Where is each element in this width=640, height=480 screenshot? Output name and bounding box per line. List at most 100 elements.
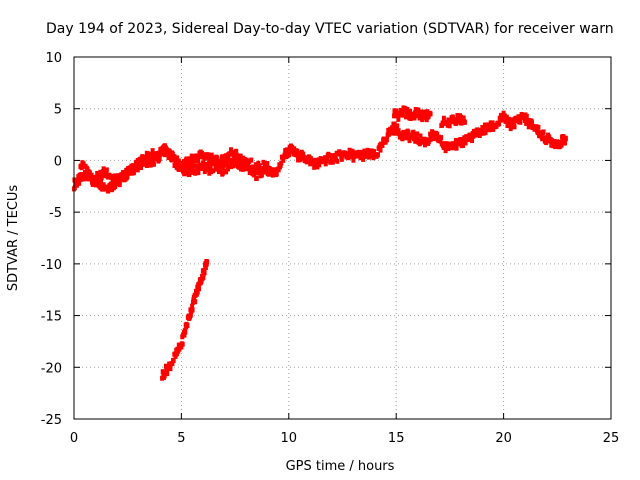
data-point bbox=[335, 158, 340, 164]
data-point bbox=[224, 169, 229, 175]
data-point bbox=[503, 118, 508, 124]
data-point bbox=[511, 120, 516, 126]
data-point bbox=[234, 148, 239, 154]
data-point bbox=[99, 175, 104, 181]
data-point bbox=[120, 176, 125, 182]
data-point bbox=[216, 161, 221, 167]
data-point bbox=[102, 173, 107, 179]
x-tick-label: 10 bbox=[281, 431, 298, 446]
data-point bbox=[461, 115, 466, 121]
data-point bbox=[255, 166, 260, 172]
data-point bbox=[196, 158, 201, 164]
data-point bbox=[86, 169, 91, 175]
data-point bbox=[151, 156, 156, 162]
data-point bbox=[479, 130, 484, 136]
data-point bbox=[438, 138, 443, 144]
data-point bbox=[287, 152, 292, 158]
y-tick-label: 10 bbox=[45, 51, 62, 66]
data-point bbox=[361, 156, 366, 162]
data-point bbox=[327, 152, 332, 158]
data-point bbox=[164, 146, 169, 152]
data-point bbox=[415, 112, 420, 118]
data-point bbox=[394, 109, 399, 115]
data-point bbox=[420, 117, 425, 123]
data-point bbox=[330, 159, 335, 165]
data-point bbox=[205, 259, 210, 265]
data-point bbox=[286, 149, 291, 155]
data-point bbox=[262, 165, 267, 171]
data-point bbox=[400, 112, 405, 118]
data-point bbox=[536, 124, 541, 130]
series bbox=[160, 259, 210, 381]
data-point bbox=[259, 172, 264, 178]
data-point bbox=[190, 307, 195, 313]
data-point bbox=[305, 159, 310, 165]
data-point bbox=[193, 299, 198, 305]
y-axis-label: SDTVAR / TECUs bbox=[6, 185, 21, 292]
data-point bbox=[299, 155, 304, 161]
data-point bbox=[135, 167, 140, 173]
data-point bbox=[113, 184, 118, 190]
data-point bbox=[424, 117, 429, 123]
data-point bbox=[188, 157, 193, 163]
data-point bbox=[184, 164, 189, 170]
data-point bbox=[372, 149, 377, 155]
data-point bbox=[350, 149, 355, 155]
data-point bbox=[361, 152, 366, 158]
data-point bbox=[99, 178, 104, 184]
data-point bbox=[559, 142, 564, 148]
data-point bbox=[197, 286, 202, 292]
y-tick-label: -25 bbox=[41, 413, 62, 428]
data-point bbox=[213, 160, 218, 166]
data-point bbox=[190, 161, 195, 167]
x-tick-label: 20 bbox=[495, 431, 512, 446]
data-point bbox=[312, 164, 317, 170]
data-point bbox=[418, 133, 423, 139]
series bbox=[439, 113, 467, 129]
data-point bbox=[563, 140, 568, 146]
data-point bbox=[378, 147, 383, 153]
y-tick-label: 0 bbox=[54, 154, 62, 169]
data-point bbox=[185, 322, 190, 328]
data-point bbox=[133, 160, 138, 166]
data-point bbox=[208, 165, 213, 171]
data-point bbox=[392, 126, 397, 132]
data-point bbox=[139, 164, 144, 170]
data-point bbox=[211, 168, 216, 174]
data-point bbox=[129, 170, 134, 176]
data-point bbox=[544, 140, 549, 146]
data-point bbox=[396, 116, 401, 122]
data-point bbox=[203, 264, 208, 270]
data-point bbox=[89, 176, 94, 182]
data-point bbox=[323, 161, 328, 167]
data-point bbox=[265, 161, 270, 167]
data-point bbox=[339, 156, 344, 162]
data-point bbox=[182, 160, 187, 166]
data-points bbox=[72, 105, 568, 381]
data-point bbox=[432, 136, 437, 142]
data-point bbox=[186, 162, 191, 168]
x-tick-label: 0 bbox=[70, 431, 78, 446]
data-point bbox=[232, 154, 237, 160]
data-point bbox=[301, 154, 306, 160]
data-point bbox=[301, 151, 306, 157]
data-point bbox=[220, 154, 225, 160]
data-point bbox=[509, 117, 514, 123]
data-point bbox=[80, 176, 85, 182]
data-point bbox=[406, 129, 411, 135]
data-point bbox=[529, 119, 534, 125]
data-point bbox=[175, 155, 180, 161]
data-point bbox=[411, 129, 416, 135]
data-point bbox=[390, 130, 395, 136]
data-point bbox=[281, 157, 286, 163]
data-point bbox=[182, 332, 187, 338]
data-point bbox=[351, 157, 356, 163]
data-point bbox=[526, 124, 531, 130]
data-point bbox=[199, 165, 204, 171]
y-tick-label: -10 bbox=[41, 258, 62, 273]
data-point bbox=[98, 169, 103, 175]
data-point bbox=[171, 358, 176, 364]
data-point bbox=[222, 158, 227, 164]
data-point bbox=[407, 108, 412, 114]
data-point bbox=[398, 107, 403, 113]
